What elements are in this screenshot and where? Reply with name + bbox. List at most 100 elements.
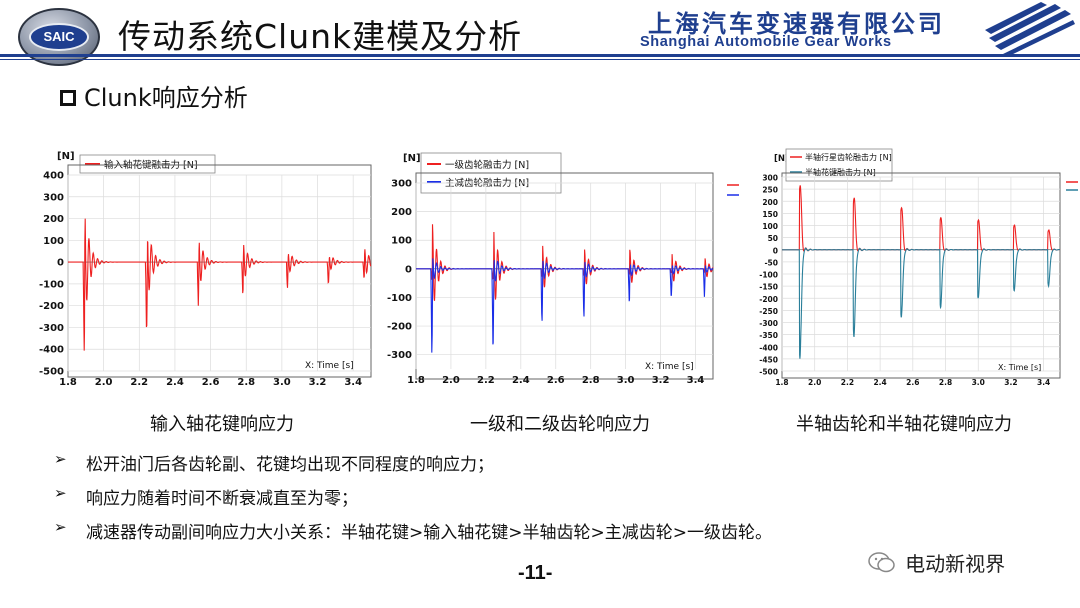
x-tick-label: 2.2 (477, 375, 495, 386)
saic-logo-text: SAIC (29, 23, 89, 51)
slide-title: 传动系统Clunk建模及分析 (118, 17, 523, 56)
legend-label: 一级齿轮融击力 [N] (445, 159, 529, 171)
arrow-bullet-icon: ➢ (54, 450, 67, 468)
x-tick-label: 3.2 (309, 377, 327, 388)
y-tick-label: 400 (43, 171, 64, 182)
y-tick-label: 300 (762, 174, 778, 183)
x-tick-label: 3.0 (617, 375, 635, 386)
y-tick-label: 100 (762, 222, 778, 231)
company-stripes-logo (985, 2, 1075, 56)
chart-half-shaft-forces: [N] 半轴行星齿轮融击力 [N] 半轴花键融击力 [N] 300 250 200 1… (752, 145, 1080, 405)
y-tick-label: -200 (39, 301, 64, 312)
series-line-2 (416, 258, 714, 353)
x-tick-label: 2.8 (582, 375, 600, 386)
wechat-icon (868, 551, 895, 572)
x-axis-ticks: 1.8 2.0 2.2 2.4 2.6 2.8 3.0 3.2 3.4 (407, 375, 704, 386)
y-axis-ticks: 300 250 200 150 100 50 0 -50 -100 -150 -200 -250 -30… (759, 174, 778, 377)
legend-label: 半轴花键融击力 [N] (805, 167, 876, 177)
y-tick-label: 200 (391, 207, 412, 218)
saic-logo: SAIC (18, 8, 100, 66)
x-tick-label: 3.2 (652, 375, 670, 386)
page-number: -11- (518, 562, 553, 584)
y-tick-label: 200 (43, 214, 64, 225)
company-name-en: Shanghai Automobile Gear Works (640, 34, 892, 50)
y-tick-label: -500 (759, 368, 778, 377)
y-tick-label: -250 (759, 307, 778, 316)
x-tick-label: 1.8 (407, 375, 425, 386)
x-tick-label: 1.8 (59, 377, 77, 388)
chart-gear-forces: [N] 一级齿轮融击力 [N] 主减齿轮融击力 [N] 3002001000-1… (383, 145, 743, 405)
bullet-text: 响应力随着时间不断衰减直至为零； (86, 489, 358, 509)
checkbox-bullet-icon (60, 90, 76, 106)
x-tick-label: 2.6 (202, 377, 220, 388)
y-tick-label: -200 (387, 322, 412, 333)
y-tick-label: -200 (759, 295, 778, 304)
y-tick-label: -400 (759, 343, 778, 352)
y-tick-label: -100 (39, 279, 64, 290)
chart-unit: [N] (403, 153, 421, 164)
slide-header: SAIC 传动系统Clunk建模及分析 上海汽车变速器有限公司 Shanghai… (0, 0, 1080, 72)
x-tick-label: 2.0 (442, 375, 460, 386)
x-tick-label: 3.4 (687, 375, 705, 386)
x-axis-label: X: Time [s] (305, 361, 354, 371)
y-tick-label: 50 (768, 234, 778, 243)
bullet-text: 松开油门后各齿轮副、花键均出现不同程度的响应力； (86, 455, 494, 475)
chart-legend-box (79, 154, 216, 174)
y-tick-label: -300 (387, 350, 412, 361)
x-tick-label: 3.2 (1004, 378, 1017, 387)
x-tick-label: 2.6 (906, 378, 919, 387)
y-tick-label: 300 (43, 192, 64, 203)
y-tick-label: 300 (391, 179, 412, 190)
x-axis-ticks: 1.8 2.0 2.2 2.4 2.6 2.8 3.0 3.2 3.4 (59, 377, 362, 388)
y-tick-label: -350 (759, 331, 778, 340)
x-tick-label: 2.0 (95, 377, 113, 388)
x-tick-label: 2.4 (873, 378, 886, 387)
y-tick-label: 0 (773, 246, 778, 255)
y-axis-ticks: 300 200 100 0 -100 -200 -300 (387, 179, 412, 362)
series-line-1 (68, 218, 372, 351)
x-tick-label: 3.0 (273, 377, 291, 388)
y-tick-label: 150 (762, 210, 778, 219)
chart-caption-3: 半轴齿轮和半轴花键响应力 (796, 414, 1012, 435)
x-tick-label: 2.4 (166, 377, 184, 388)
x-axis-label: X: Time [s] (645, 362, 694, 372)
y-tick-label: -100 (759, 271, 778, 280)
x-tick-label: 2.4 (512, 375, 530, 386)
y-tick-label: 100 (391, 236, 412, 247)
x-axis-label: X: Time [s] (998, 363, 1041, 372)
header-divider (0, 54, 1080, 57)
y-tick-label: -450 (759, 355, 778, 364)
y-tick-label: -150 (759, 283, 778, 292)
y-tick-label: -100 (387, 293, 412, 304)
x-tick-label: 3.4 (344, 377, 362, 388)
y-tick-label: -400 (39, 345, 64, 356)
section-title: Clunk响应分析 (84, 84, 248, 112)
y-tick-label: 0 (57, 258, 64, 269)
chart-caption-2: 一级和二级齿轮响应力 (470, 414, 650, 435)
y-tick-label: -300 (759, 319, 778, 328)
chart-background (752, 145, 1080, 405)
chart-unit: [N] (57, 151, 75, 162)
y-tick-label: 250 (762, 186, 778, 195)
x-tick-label: 2.8 (237, 377, 255, 388)
x-tick-label: 2.0 (808, 378, 821, 387)
x-tick-label: 2.2 (841, 378, 854, 387)
series-lines (416, 224, 714, 353)
arrow-bullet-icon: ➢ (54, 518, 67, 536)
chart-legend-box (785, 148, 893, 182)
section-heading: Clunk响应分析 (60, 78, 248, 113)
y-tick-label: -50 (764, 258, 778, 267)
x-tick-label: 2.2 (130, 377, 148, 388)
arrow-bullet-icon: ➢ (54, 484, 67, 502)
x-tick-label: 2.6 (547, 375, 565, 386)
y-axis-ticks: 400 300 200 100 0 -100 -200 -300 -400 -500 (39, 171, 64, 378)
chart-unit: [N] (774, 154, 789, 164)
chart-caption-1: 输入轴花键响应力 (150, 414, 294, 435)
company-name-cn: 上海汽车变速器有限公司 (648, 10, 945, 38)
chart-input-shaft-spline: [N] 输入轴花键融击力 [N] 4003002001000-100-200-3… (25, 145, 380, 405)
y-tick-label: 200 (762, 198, 778, 207)
header-divider-thin (0, 59, 1080, 60)
x-tick-label: 3.0 (972, 378, 985, 387)
x-tick-label: 1.8 (775, 378, 788, 387)
y-tick-label: -500 (39, 367, 64, 378)
